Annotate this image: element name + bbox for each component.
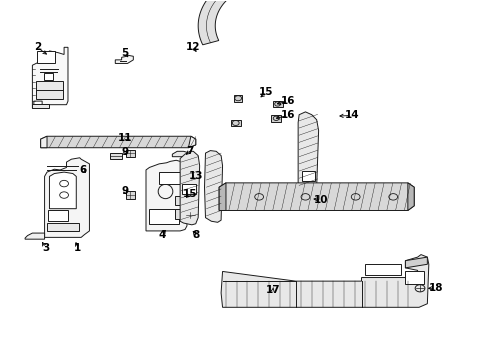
Polygon shape	[172, 151, 189, 157]
Polygon shape	[49, 172, 76, 209]
Text: 15: 15	[182, 189, 197, 199]
Polygon shape	[110, 153, 122, 159]
Polygon shape	[180, 151, 199, 225]
Polygon shape	[36, 81, 63, 99]
Text: 12: 12	[185, 42, 200, 52]
Polygon shape	[233, 95, 242, 102]
Text: 11: 11	[118, 133, 132, 143]
Polygon shape	[41, 136, 195, 148]
Polygon shape	[149, 209, 178, 224]
Text: 17: 17	[265, 285, 280, 296]
Text: 8: 8	[192, 230, 199, 239]
Polygon shape	[175, 210, 185, 220]
Text: 5: 5	[121, 48, 128, 58]
Text: 9: 9	[121, 186, 128, 197]
Polygon shape	[188, 136, 195, 148]
Polygon shape	[115, 55, 133, 63]
Text: 4: 4	[159, 230, 166, 239]
Text: 2: 2	[34, 42, 41, 52]
Polygon shape	[302, 171, 314, 181]
Text: 15: 15	[259, 87, 273, 97]
Polygon shape	[298, 112, 318, 189]
Text: 18: 18	[427, 283, 442, 293]
Polygon shape	[219, 183, 413, 211]
Polygon shape	[198, 0, 244, 45]
Polygon shape	[271, 115, 281, 122]
Polygon shape	[405, 257, 427, 268]
Polygon shape	[32, 47, 68, 108]
Text: 16: 16	[281, 96, 295, 106]
Polygon shape	[47, 223, 79, 231]
Polygon shape	[43, 73, 53, 80]
Text: 9: 9	[121, 147, 128, 157]
Polygon shape	[41, 136, 47, 148]
Polygon shape	[185, 212, 194, 218]
Text: 16: 16	[281, 111, 295, 121]
Polygon shape	[219, 183, 225, 211]
Polygon shape	[182, 184, 195, 194]
Text: 13: 13	[188, 171, 203, 181]
Polygon shape	[25, 233, 44, 239]
Polygon shape	[230, 120, 240, 126]
Text: 10: 10	[314, 195, 328, 205]
Polygon shape	[272, 101, 282, 107]
Text: 6: 6	[79, 165, 86, 175]
Text: 7: 7	[186, 146, 193, 156]
Polygon shape	[175, 196, 185, 205]
Polygon shape	[204, 150, 222, 222]
Polygon shape	[221, 255, 428, 307]
Text: 3: 3	[42, 243, 49, 253]
Polygon shape	[37, 51, 55, 63]
Polygon shape	[365, 264, 400, 275]
Polygon shape	[126, 192, 135, 199]
Text: 1: 1	[74, 243, 81, 253]
Polygon shape	[146, 160, 186, 231]
Text: 14: 14	[344, 111, 358, 121]
Polygon shape	[405, 271, 423, 284]
Polygon shape	[48, 211, 68, 221]
Polygon shape	[407, 183, 413, 211]
Polygon shape	[126, 149, 135, 157]
Polygon shape	[32, 104, 49, 108]
Polygon shape	[44, 158, 89, 237]
Polygon shape	[159, 172, 180, 184]
